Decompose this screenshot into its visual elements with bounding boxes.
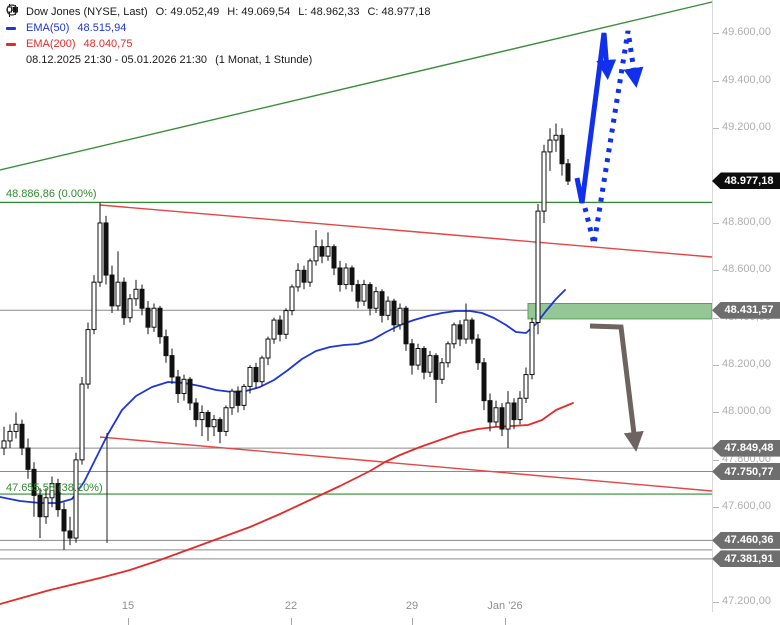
x-axis-label: 29 [405,600,419,612]
y-axis-label: 48.800,00 [722,215,771,228]
candles [1,123,571,550]
fib-0-label: 48.886,86 (0.00%) [6,188,97,200]
close-value: 48.977,18 [381,6,431,18]
y-axis-tick [713,602,719,603]
ema50-row: EMA(50) 48.515,94 [6,20,430,36]
close-label: C: [367,6,379,18]
ema200-label: EMA(200) [26,38,76,50]
level-price-badge: 47.849,48 [712,439,780,457]
chart-legend: Dow Jones (NYSE, Last) O: 49.052,49 H: 4… [6,4,430,68]
y-axis-tick [713,365,719,367]
y-axis-label: 48.000,00 [722,405,771,418]
level-price-badge: 48.431,57 [712,301,780,319]
x-axis-tick [291,618,292,625]
symbol-row: Dow Jones (NYSE, Last) O: 49.052,49 H: 4… [6,4,430,20]
y-axis-tick [713,507,719,509]
y-axis-tick [713,317,719,319]
date-range-row: 08.12.2025 21:30 - 05.01.2026 21:30 (1 M… [6,4,430,68]
ema200-line [0,402,574,605]
y-axis-tick [713,128,719,130]
level-price-badge: 47.750,77 [712,463,780,481]
ema50-value: 48.515,94 [77,22,127,34]
y-axis-label: 49.600,00 [722,26,771,39]
low-label: L: [298,6,308,18]
high-value: 49.069,54 [241,6,291,18]
x-axis-label: 15 [121,600,135,612]
y-axis-label: 47.600,00 [722,500,771,513]
interval-text: (1 Monat, 1 Stunde) [215,54,313,66]
date-range-text: 08.12.2025 21:30 - 05.01.2026 21:30 [26,54,208,66]
x-axis-tick [412,618,413,625]
x-axis-label: 22 [284,600,298,612]
support-zone [527,303,713,320]
symbol-name: Dow Jones (NYSE, Last) [26,6,148,18]
ema200-dash-icon [6,42,16,46]
y-axis-tick [713,33,719,35]
level-price-badge: 47.381,91 [712,550,780,568]
last-price-badge: 48.977,18 [712,172,780,190]
upper-red-channel-line [99,204,713,258]
ema200-row: EMA(200) 48.040,75 [6,36,430,52]
ema50-dash-icon [6,26,16,30]
y-axis-label: 48.600,00 [722,263,771,276]
down-target-arrow[interactable] [589,323,644,452]
ema50-label: EMA(50) [26,22,70,34]
open-label: O: [155,6,168,18]
y-axis-tick [713,270,719,272]
y-axis-label: 49.200,00 [722,121,771,134]
bullish-scenario-arrow-solid[interactable] [574,32,617,204]
ema50-line [0,289,566,504]
x-axis-tick [128,618,129,625]
fib-382-label: 47.655,58 (38.20%) [6,482,103,494]
y-axis-label: 47.200,00 [722,595,771,607]
open-value: 49.052,49 [170,6,220,18]
high-label: H: [227,6,239,18]
y-axis-label: 48.200,00 [722,358,771,371]
rising-green-trendline [0,1,713,171]
y-axis-tick [713,80,719,82]
ema200-value: 48.040,75 [83,38,133,50]
y-axis-tick [713,412,719,414]
x-axis-label: Jan '26 [487,600,523,612]
y-axis-tick [713,459,719,461]
x-axis-tick [505,618,506,625]
low-value: 48.962,33 [310,6,360,18]
level-price-badge: 47.460,36 [712,531,780,549]
lower-red-channel-line [99,436,713,492]
y-axis-tick [713,222,719,224]
y-axis-label: 49.400,00 [722,73,771,86]
